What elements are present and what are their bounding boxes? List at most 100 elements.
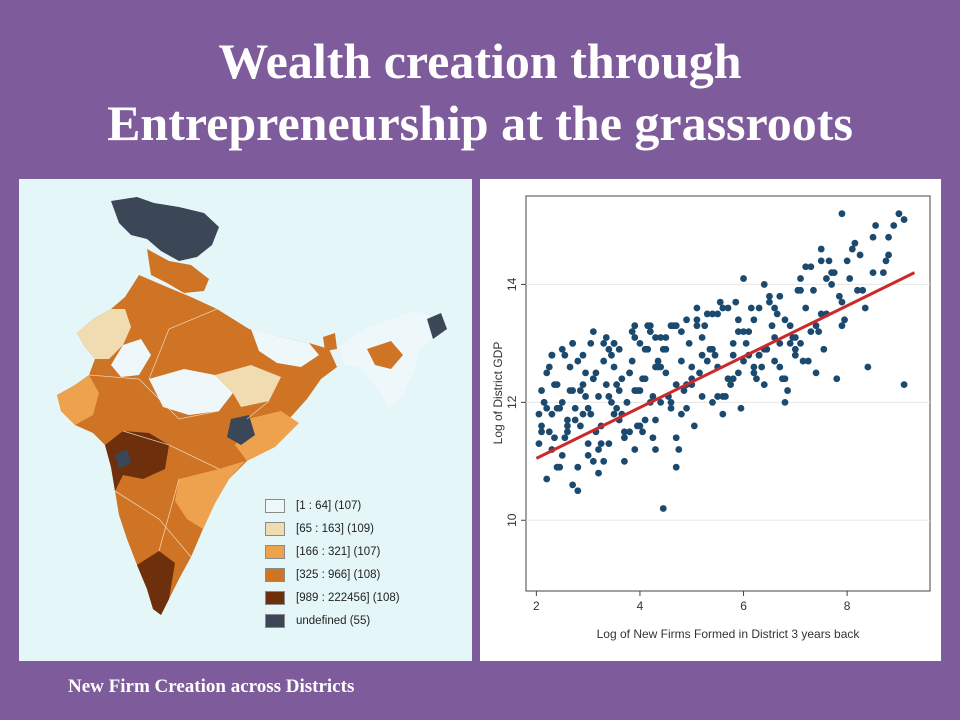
x-axis-ticks: 2 4 6 8 xyxy=(533,591,851,613)
scatter-point xyxy=(812,322,820,330)
scatter-point xyxy=(654,363,662,371)
scatter-point xyxy=(621,457,628,465)
scatter-point xyxy=(776,363,784,371)
scatter-point xyxy=(561,351,569,359)
scatter-point xyxy=(760,281,768,288)
scatter-point xyxy=(802,263,810,271)
scatter-point xyxy=(828,269,835,277)
scatter-point xyxy=(693,322,701,330)
legend-swatch xyxy=(265,498,285,513)
map-region-east-pale xyxy=(251,329,319,367)
scatter-point xyxy=(672,322,680,330)
scatter-point xyxy=(558,345,566,353)
scatter-point xyxy=(649,434,657,442)
scatter-point xyxy=(582,369,589,377)
x-axis-label: Log of New Firms Formed in District 3 ye… xyxy=(597,627,861,641)
x-tick-label: 2 xyxy=(533,599,540,613)
scatter-point xyxy=(543,404,551,412)
scatter-point xyxy=(631,322,639,330)
scatter-point xyxy=(538,428,545,436)
scatter-point xyxy=(693,304,701,312)
scatter-point xyxy=(600,339,608,347)
fit-line xyxy=(535,271,916,460)
scatter-point xyxy=(615,387,623,394)
scatter-point xyxy=(564,428,571,436)
scatter-point xyxy=(538,387,545,394)
scatter-point xyxy=(861,304,869,312)
scatter-point xyxy=(843,257,851,265)
scatter-point xyxy=(841,316,848,324)
scatter-point xyxy=(589,457,597,465)
scatter-point xyxy=(807,328,815,335)
scatter-point xyxy=(817,310,825,318)
scatter-point xyxy=(825,257,833,265)
scatter-point xyxy=(768,322,776,330)
scatter-point xyxy=(600,457,608,465)
scatter-panel: 2 4 6 8 10 12 14 Log of New Firms Formed in D… xyxy=(480,179,941,661)
scatter-point xyxy=(737,404,745,412)
scatter-point xyxy=(566,363,574,371)
legend-label: [989 : 222456] (108) xyxy=(296,591,400,604)
scatter-point xyxy=(605,440,613,448)
scatter-point xyxy=(786,339,794,347)
scatter-point xyxy=(584,404,592,412)
scatter-point xyxy=(869,233,877,241)
scatter-point xyxy=(610,339,618,347)
scatter-point xyxy=(750,369,758,377)
scatter-point xyxy=(548,351,556,359)
scatter-point xyxy=(719,393,727,400)
scatter-point xyxy=(535,410,543,418)
scatter-point xyxy=(766,292,773,300)
plot-area xyxy=(525,195,931,592)
scatter-point xyxy=(683,316,690,324)
map-region-northeast-dark xyxy=(427,313,447,339)
scatter-point xyxy=(797,275,804,282)
scatter-point xyxy=(579,410,587,418)
y-axis-ticks: 10 12 14 xyxy=(505,277,526,527)
scatter-point xyxy=(776,292,784,300)
scatter-point xyxy=(667,404,675,412)
scatter-point xyxy=(685,339,693,347)
legend-item: [989 : 222456] (108) xyxy=(265,586,400,609)
scatter-point xyxy=(558,398,566,406)
scatter-point xyxy=(703,310,711,318)
scatter-point xyxy=(703,357,711,365)
scatter-point xyxy=(543,369,551,377)
map-region-himalaya xyxy=(147,249,209,293)
scatter-point xyxy=(810,286,817,294)
scatter-point xyxy=(750,316,758,324)
scatter-point xyxy=(690,422,698,430)
scatter-point xyxy=(672,434,680,442)
map-region-north xyxy=(111,197,219,261)
map-region-andhra xyxy=(175,461,245,529)
scatter-point xyxy=(535,440,543,448)
scatter-point xyxy=(672,381,680,389)
map-region-sikkim xyxy=(323,333,337,351)
x-tick-label: 8 xyxy=(844,599,851,613)
map-region-undefined-west xyxy=(115,449,131,469)
x-tick-label: 4 xyxy=(637,599,644,613)
scatter-point xyxy=(872,222,880,229)
scatter-point xyxy=(646,322,654,330)
scatter-point xyxy=(781,375,789,383)
scatter-point xyxy=(623,398,631,406)
scatter-point xyxy=(649,393,657,400)
scatter-point xyxy=(561,434,569,442)
scatter-point xyxy=(657,398,665,406)
scatter-point xyxy=(838,322,846,330)
scatter-point xyxy=(628,357,636,365)
scatter-point xyxy=(675,446,683,453)
scatter-point xyxy=(724,304,732,312)
scatter-point xyxy=(574,487,582,495)
scatter-point xyxy=(610,363,618,371)
title-line-2: Entrepreneurship at the grassroots xyxy=(107,95,853,151)
scatter-point xyxy=(595,393,602,400)
map-region-undefined-center xyxy=(227,415,255,445)
scatter-point xyxy=(734,369,742,377)
scatter-point xyxy=(608,351,615,359)
scatter-point xyxy=(698,334,706,341)
scatter-point xyxy=(729,351,737,359)
scatter-point xyxy=(631,334,639,341)
scatter-point xyxy=(683,404,690,412)
legend-label: [65 : 163] (109) xyxy=(296,522,374,535)
